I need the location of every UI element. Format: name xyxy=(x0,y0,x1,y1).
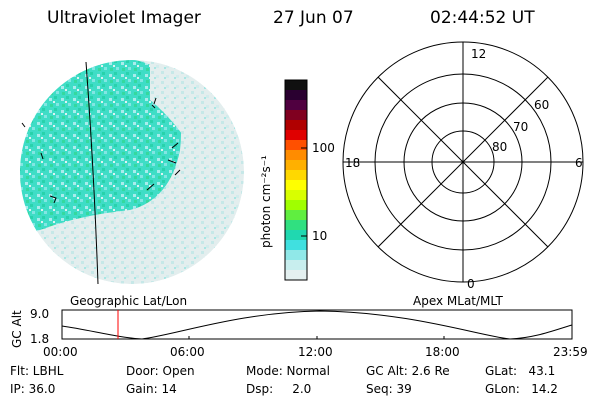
x-tick-0000: 00:00 xyxy=(43,345,78,359)
color-bar-segment xyxy=(285,180,307,191)
uv-image xyxy=(20,60,244,284)
colorbar-tick-100: 100 xyxy=(312,141,335,155)
date-label: 27 Jun 07 xyxy=(273,8,354,28)
x-tick-1200: 12:00 xyxy=(298,345,333,359)
color-bar-segment xyxy=(285,220,307,231)
x-tick-2359: 23:59 xyxy=(553,345,588,359)
color-bar-segment xyxy=(285,260,307,271)
color-bar xyxy=(285,80,307,281)
lat-label-70: 70 xyxy=(513,120,529,134)
altitude-axis-label: GC Alt xyxy=(10,310,24,348)
dsp-info: Dsp: 2.0 xyxy=(246,382,312,396)
color-bar-segment xyxy=(285,210,307,221)
gc-alt-info: GC Alt: 2.6 Re xyxy=(366,364,450,378)
color-bar-segment xyxy=(285,240,307,251)
mlt-label-0: 0 xyxy=(467,277,475,291)
page-title: Ultraviolet Imager xyxy=(47,8,201,28)
coastline-marks xyxy=(21,97,181,204)
x-tick-0600: 06:00 xyxy=(170,345,205,359)
seq-info: Seq: 39 xyxy=(366,382,412,396)
mlt-label-12: 12 xyxy=(471,47,487,61)
color-bar-segment xyxy=(285,80,307,91)
altitude-min-label: 1.8 xyxy=(30,332,50,346)
polar-plot xyxy=(342,41,584,283)
ip-info: IP: 36.0 xyxy=(10,382,56,396)
color-bar-segment xyxy=(285,190,307,201)
color-bar-segment xyxy=(285,130,307,141)
color-bar-segment xyxy=(285,140,307,151)
color-bar-segment xyxy=(285,90,307,101)
color-bar-segment xyxy=(285,250,307,261)
color-bar-segment xyxy=(285,160,307,171)
geographic-label: Geographic Lat/Lon xyxy=(70,294,188,308)
color-bar-segment xyxy=(285,100,307,111)
time-label: 02:44:52 UT xyxy=(430,8,535,28)
color-bar-segment xyxy=(285,170,307,181)
altitude-plot xyxy=(61,309,573,340)
mlt-label-18: 18 xyxy=(345,156,361,170)
terminator-line xyxy=(85,61,99,285)
color-bar-segment xyxy=(285,120,307,131)
altitude-max-label: 9.0 xyxy=(30,307,50,321)
glat-info: GLat: 43.1 xyxy=(485,364,556,378)
x-tick-1800: 18:00 xyxy=(425,345,460,359)
mlt-label-6: 6 xyxy=(575,156,583,170)
filter-info: Flt: LBHL xyxy=(10,364,64,378)
color-bar-segment xyxy=(285,110,307,121)
color-bar-segment xyxy=(285,270,307,281)
color-bar-segment xyxy=(285,200,307,211)
lat-label-80: 80 xyxy=(492,140,508,154)
color-bar-segment xyxy=(285,150,307,161)
glon-info: GLon: 14.2 xyxy=(485,382,558,396)
colorbar-unit-label: photon cm⁻²s⁻¹ xyxy=(259,155,273,248)
color-bar-segment xyxy=(285,230,307,241)
door-info: Door: Open xyxy=(126,364,195,378)
gain-info: Gain: 14 xyxy=(126,382,177,396)
mode-info: Mode: Normal xyxy=(246,364,330,378)
lat-label-60: 60 xyxy=(534,98,550,112)
apex-label: Apex MLat/MLT xyxy=(413,294,503,308)
colorbar-tick-10: 10 xyxy=(312,229,328,243)
